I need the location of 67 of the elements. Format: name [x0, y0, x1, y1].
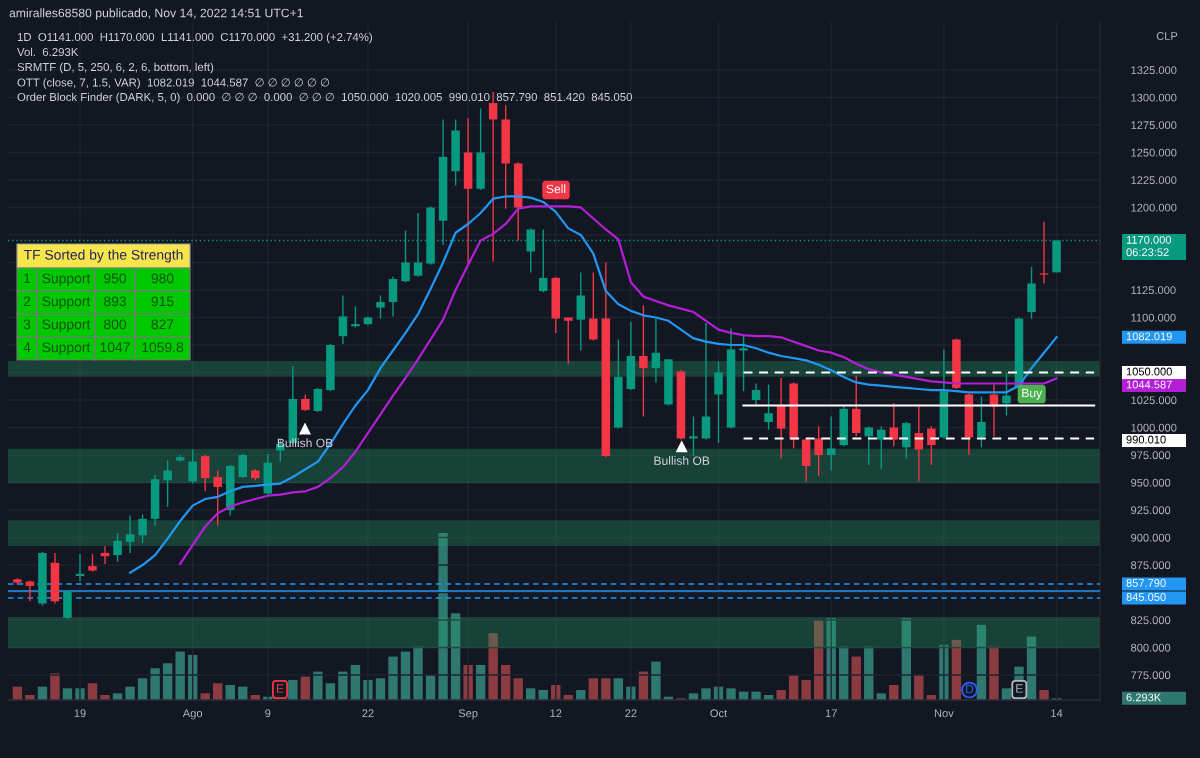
annotation: Sell [546, 184, 566, 194]
y-tick-label: 825.000 [1131, 616, 1171, 625]
annotation: Support [42, 319, 91, 332]
text: 990.010 [1126, 435, 1166, 444]
y-tick-label: 950.000 [1131, 478, 1171, 487]
y-tick-label: 1300.000 [1131, 93, 1177, 102]
x-tick-label: 17 [825, 709, 837, 718]
annotation: 893 [104, 296, 126, 307]
y-tick-label: 925.000 [1131, 506, 1171, 515]
x-tick-label: Ago [182, 709, 203, 720]
ref-line-label: 857.790 [1126, 579, 1166, 587]
annotation: Vol. 6.293K [17, 47, 79, 57]
ref-line-label: 1170.000 06:23:52 [1126, 235, 1172, 257]
annotation: Buy [1022, 388, 1043, 400]
x-tick-label: 9 [265, 709, 271, 718]
x-tick-label: Sep [458, 709, 478, 720]
annotation: 980 [151, 273, 174, 284]
annotation: 950 [104, 273, 127, 284]
annotation: E [1016, 684, 1023, 693]
annotation: OTT (close, 7, 1.5, VAR) 1082.019 1044.587 ∅ ∅ ∅ ∅ ∅ ∅ [17, 78, 330, 89]
x-tick-label: 22 [625, 709, 637, 718]
annotation: Support [42, 342, 91, 355]
x-tick-label: Nov [934, 709, 954, 718]
y-tick-label: 1125.000 [1131, 286, 1176, 295]
text: 1044.587 [1126, 380, 1172, 389]
x-tick-label: 22 [362, 709, 374, 718]
y-tick-label: 1325.000 [1131, 66, 1177, 75]
y-tick-label: 775.000 [1131, 671, 1171, 680]
x-tick-label: 19 [74, 709, 86, 718]
y-tick-label: 875.000 [1131, 561, 1171, 570]
annotation: 800 [104, 319, 127, 330]
annotation: 4 [23, 342, 31, 353]
annotation: 1059.8 [142, 342, 184, 353]
annotation: 827 [151, 319, 174, 330]
annotation: TF Sorted by the Strength [23, 249, 183, 263]
y-tick-label: 1000.000 [1131, 423, 1177, 432]
annotation: D [966, 684, 974, 694]
y-tick-label: 1225.000 [1131, 176, 1177, 185]
y-tick-label: 1200.000 [1131, 203, 1177, 212]
x-tick-label: Oct [710, 709, 728, 718]
annotation: 3 [23, 319, 31, 330]
y-tick-label: 1250.000 [1131, 148, 1177, 157]
annotation: 1047 [100, 342, 130, 353]
annotation: 2 [23, 296, 31, 307]
text: 1050.000 [1126, 367, 1172, 376]
text: CLP [1156, 32, 1178, 40]
text: 1082.019 [1126, 332, 1172, 341]
y-tick-label: 1100.000 [1131, 313, 1176, 322]
annotation: E [276, 684, 284, 693]
annotation: 1 [24, 273, 31, 284]
ref-line-label: 845.050 [1126, 593, 1166, 601]
x-tick-label: 14 [1051, 709, 1063, 718]
annotation: SRMTF (D, 5, 250, 6, 2, 6, bottom, left) [17, 62, 214, 74]
y-tick-label: 900.000 [1131, 533, 1171, 542]
annotation: Bullish OB [654, 456, 710, 465]
annotation: Support [42, 273, 91, 286]
annotation: Order Block Finder (DARK, 5, 0) 0.000 ∅ ∅ ∅ 0.000 ∅ ∅ ∅ 1050.000 1020.005 990.010 857.790 851.420 845.050 [17, 92, 632, 104]
y-tick-label: 975.000 [1131, 451, 1171, 460]
text: 6.293K [1126, 693, 1162, 702]
annotation: Support [42, 296, 91, 309]
y-tick-label: 800.000 [1131, 643, 1171, 652]
x-tick-label: 12 [550, 709, 562, 718]
y-tick-label: 1275.000 [1131, 121, 1177, 130]
chart-title: amiralles68580 publicado, Nov 14, 2022 14:51 UTC+1 [9, 8, 303, 20]
y-tick-label: 1025.000 [1131, 396, 1177, 405]
annotation: 915 [151, 296, 174, 307]
text: 1D O1141.000 H1170.000 L1141.000 C1170.000 +31.200 (+2.74%) [17, 32, 372, 44]
